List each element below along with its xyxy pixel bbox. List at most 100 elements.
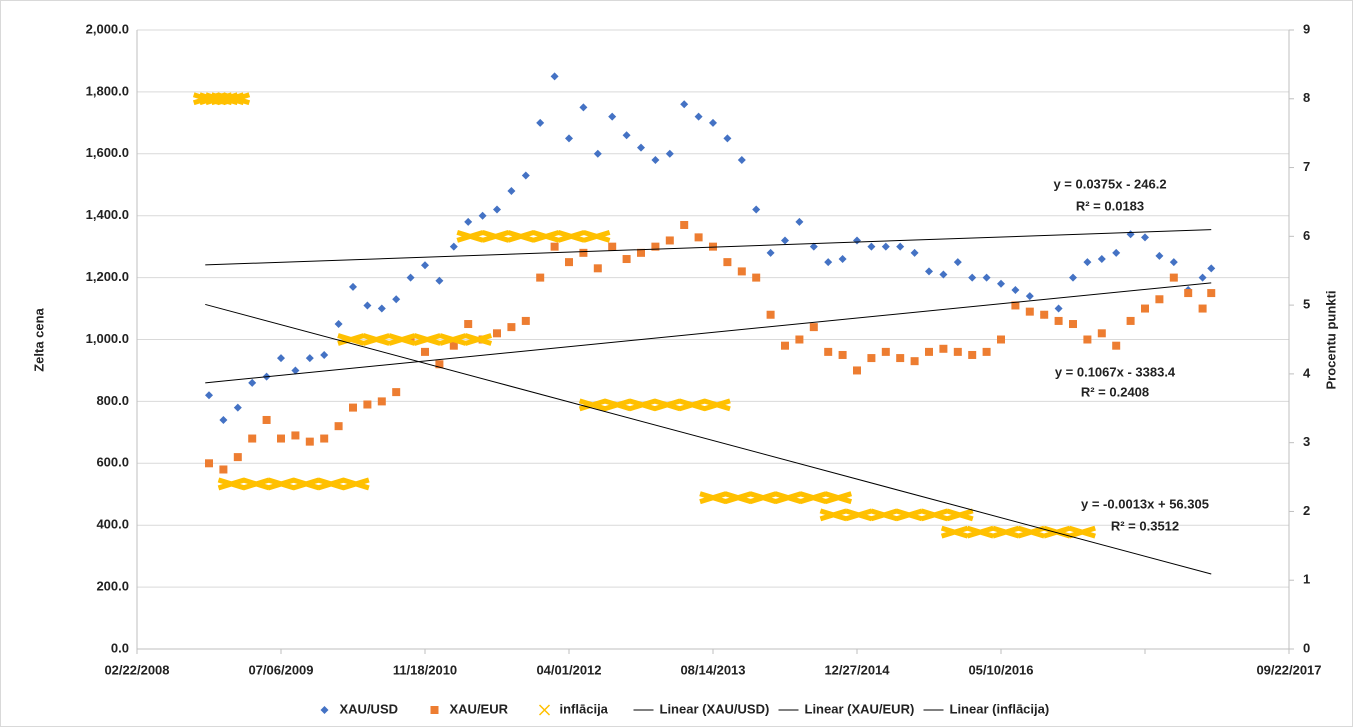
point xyxy=(1025,307,1034,316)
point xyxy=(342,477,370,491)
point xyxy=(435,276,444,285)
point xyxy=(939,344,948,353)
x-tick-label: 02/22/2008 xyxy=(104,662,169,677)
point xyxy=(1068,525,1096,539)
trendline-equation: R² = 0.2408 xyxy=(1081,384,1149,399)
point xyxy=(439,333,467,346)
point xyxy=(867,354,876,363)
point xyxy=(1069,273,1077,282)
point xyxy=(1054,304,1063,313)
point xyxy=(493,205,501,214)
point xyxy=(709,118,717,127)
y-tick-label: 200.0 xyxy=(96,579,129,594)
point xyxy=(406,273,415,282)
point xyxy=(557,229,586,243)
point xyxy=(217,477,246,491)
point xyxy=(593,264,602,273)
y2-tick-label: 0 xyxy=(1303,640,1310,655)
point xyxy=(968,273,977,282)
point xyxy=(242,477,270,491)
y2-tick-label: 8 xyxy=(1303,90,1310,105)
y-tick-label: 600.0 xyxy=(96,455,129,470)
point xyxy=(953,347,962,356)
point xyxy=(651,155,660,164)
point xyxy=(1141,304,1149,313)
point xyxy=(910,248,919,257)
series xyxy=(205,72,1216,424)
point xyxy=(795,335,804,344)
point xyxy=(1097,255,1106,264)
point xyxy=(392,388,401,397)
point xyxy=(377,397,386,406)
y-tick-label: 1,400.0 xyxy=(86,207,129,222)
point xyxy=(799,491,827,505)
point xyxy=(752,273,761,282)
point xyxy=(320,434,329,443)
point xyxy=(222,92,251,106)
point xyxy=(992,525,1020,539)
point xyxy=(456,229,484,243)
y-tick-label: 2,000.0 xyxy=(86,21,129,36)
point xyxy=(421,347,429,356)
point xyxy=(262,415,271,424)
y-axis-label: Zelta cena xyxy=(31,307,46,371)
point xyxy=(1141,233,1149,242)
legend-swatch xyxy=(538,704,551,716)
point xyxy=(413,333,442,346)
point xyxy=(233,403,242,412)
point xyxy=(532,229,560,243)
point xyxy=(694,233,703,242)
point xyxy=(953,258,962,267)
point xyxy=(334,422,343,431)
point xyxy=(205,459,213,468)
point xyxy=(997,335,1005,344)
point xyxy=(363,301,372,310)
point xyxy=(824,258,833,267)
point xyxy=(1011,285,1020,294)
trendline-equation: R² = 0.0183 xyxy=(1076,198,1144,213)
x-tick-label: 04/01/2012 xyxy=(536,662,601,677)
point xyxy=(349,403,357,412)
point xyxy=(940,525,969,539)
x-tick-label: 12/27/2014 xyxy=(824,662,890,677)
point xyxy=(421,261,429,270)
point xyxy=(579,103,588,112)
point xyxy=(1097,329,1106,338)
point xyxy=(680,220,689,229)
point xyxy=(665,149,674,158)
legend-label: XAU/USD xyxy=(340,701,399,716)
point xyxy=(910,357,919,366)
point xyxy=(1040,310,1049,319)
point xyxy=(550,242,559,251)
point xyxy=(838,350,847,359)
y2-tick-label: 5 xyxy=(1303,297,1310,312)
point xyxy=(665,236,674,245)
x-tick-label: 07/06/2009 xyxy=(248,662,313,677)
point xyxy=(678,398,706,412)
point xyxy=(694,112,703,121)
trendline-equation: y = 0.0375x - 246.2 xyxy=(1053,176,1166,191)
point xyxy=(464,217,473,226)
point xyxy=(1011,301,1020,310)
point xyxy=(248,378,257,387)
series xyxy=(192,92,1096,539)
y-tick-label: 1,600.0 xyxy=(86,145,129,160)
trendline-equation: y = -0.0013x + 56.305 xyxy=(1081,496,1209,511)
point xyxy=(1126,316,1135,325)
y-tick-label: 400.0 xyxy=(96,517,129,532)
y2-tick-label: 1 xyxy=(1303,572,1310,587)
point xyxy=(1112,341,1121,350)
point xyxy=(388,333,416,346)
point xyxy=(1155,295,1164,304)
point xyxy=(377,304,386,313)
point xyxy=(895,508,923,522)
legend-label: inflācija xyxy=(560,701,609,716)
point xyxy=(320,350,329,359)
point xyxy=(292,477,320,491)
point xyxy=(939,270,948,279)
point xyxy=(766,310,775,319)
point xyxy=(680,100,689,109)
point xyxy=(622,131,631,140)
point xyxy=(651,242,660,251)
